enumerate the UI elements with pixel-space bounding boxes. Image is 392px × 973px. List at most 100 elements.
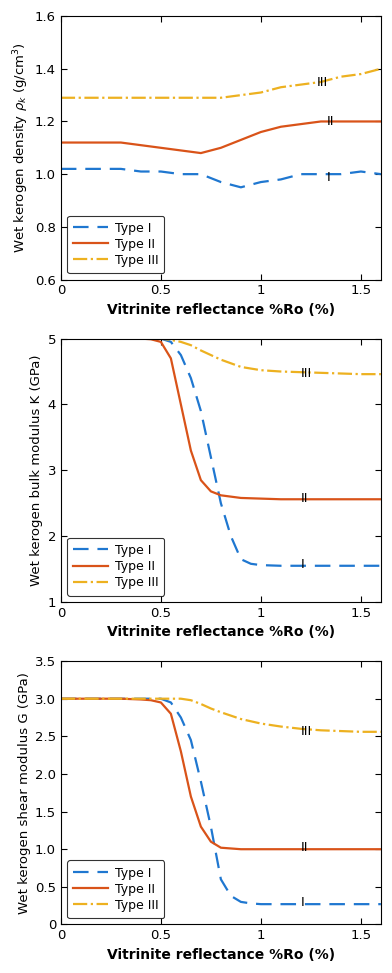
Type II [218,842,223,853]
Type II [158,142,163,154]
Type I [58,693,63,704]
Type I [178,711,183,723]
Legend: Type I, Type II, Type III: Type I, Type II, Type III [67,215,165,273]
Type I [339,168,343,180]
Type II [118,136,123,148]
Line: Type I: Type I [61,169,381,188]
Type I [138,333,143,344]
Type II [149,334,153,345]
Type I [78,163,83,175]
Type II [98,333,103,344]
Type I [229,890,233,902]
Type I [238,182,243,194]
Type I [238,896,243,908]
Type III [138,91,143,103]
Type II [198,821,203,833]
Type III [169,334,173,345]
Type I [259,898,263,910]
Type I [138,165,143,177]
Type III [178,693,183,704]
Type III [138,693,143,704]
Type I [209,451,213,463]
Type III [299,723,303,735]
Type II [279,121,283,132]
Type III [259,718,263,730]
Type I [198,405,203,416]
Type III [138,333,143,344]
Type III [209,703,213,714]
Type III [379,63,383,75]
Type III [169,693,173,704]
Type I [249,897,253,909]
Type III [279,366,283,378]
Type II [178,399,183,411]
Type II [339,844,343,855]
X-axis label: Vitrinite reflectance %Ro (%): Vitrinite reflectance %Ro (%) [107,626,335,639]
Type I [299,898,303,910]
Type I [209,821,213,833]
Type I [178,168,183,180]
Type II [209,486,213,497]
Type II [299,493,303,505]
Type III [319,76,323,88]
Type III [118,693,123,704]
Type I [169,697,173,708]
Type II [78,333,83,344]
Type I [379,898,383,910]
Type I [319,898,323,910]
Type III [98,91,103,103]
Type I [259,176,263,188]
Type I [339,559,343,571]
Type I [319,559,323,571]
Type I [98,163,103,175]
Type III [209,349,213,361]
Type II [319,116,323,127]
Type III [58,91,63,103]
Type II [379,116,383,127]
Type I [319,168,323,180]
Type III [178,91,183,103]
Text: II: II [327,116,334,128]
Type II [279,493,283,505]
Text: I: I [301,896,305,910]
Type II [138,139,143,151]
Type I [78,333,83,344]
Type II [198,474,203,486]
Type II [98,136,103,148]
Type II [98,693,103,704]
Type III [218,354,223,366]
Type II [279,844,283,855]
Type III [78,333,83,344]
Line: Type III: Type III [61,69,381,97]
Type III [189,340,193,351]
Type III [198,344,203,356]
Type II [138,694,143,705]
Type I [299,559,303,571]
Type III [279,82,283,93]
Type I [158,333,163,344]
Type III [178,336,183,347]
Y-axis label: Wet kerogen density $\rho_k$ (g/cm$^3$): Wet kerogen density $\rho_k$ (g/cm$^3$) [11,43,31,253]
Type II [379,493,383,505]
Type II [58,333,63,344]
Type II [379,844,383,855]
Type I [78,693,83,704]
Type III [78,91,83,103]
Type I [218,176,223,188]
Type II [169,352,173,364]
Type III [198,91,203,103]
Type I [98,333,103,344]
Type II [178,145,183,157]
Type III [339,368,343,379]
Type III [198,699,203,710]
Type I [189,373,193,384]
Type III [158,91,163,103]
Type I [198,775,203,787]
Type III [379,369,383,380]
Type III [259,364,263,376]
Type II [339,116,343,127]
Type II [218,142,223,154]
Type II [259,492,263,504]
Type II [238,134,243,146]
Type II [58,136,63,148]
